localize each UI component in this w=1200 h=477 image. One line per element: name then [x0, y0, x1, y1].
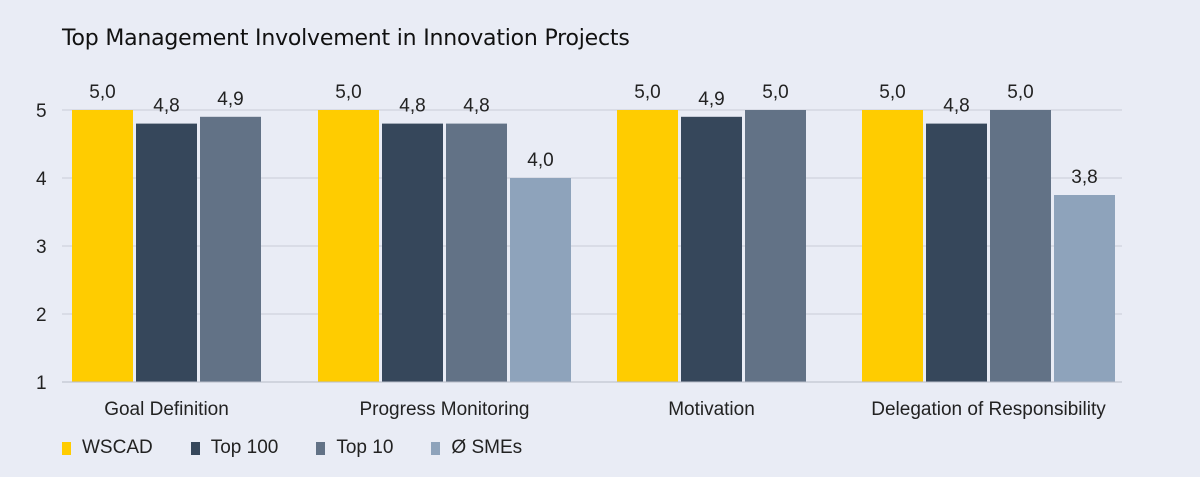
y-tick-label: 2 [36, 305, 47, 326]
category-label: Delegation of Responsibility [871, 399, 1106, 420]
category-label: Progress Monitoring [359, 399, 529, 420]
bar [446, 123, 507, 382]
bar [990, 110, 1051, 382]
bar [318, 110, 379, 382]
data-label: 4,9 [217, 89, 243, 110]
legend-item: Ø SMEs [431, 437, 522, 459]
legend-item: Top 100 [190, 437, 279, 459]
bars [72, 110, 1115, 383]
y-tick-label: 3 [36, 237, 47, 258]
bar [382, 123, 443, 382]
data-label: 5,0 [634, 82, 660, 103]
bar [510, 178, 571, 382]
data-label: 4,8 [463, 96, 489, 117]
data-label: 4,9 [698, 89, 724, 110]
category-label: Goal Definition [104, 399, 229, 420]
bar [72, 110, 133, 382]
legend-swatch [316, 441, 326, 455]
data-label: 3,8 [1071, 167, 1097, 188]
data-label: 5,0 [762, 82, 788, 103]
legend-item: Top 10 [316, 437, 393, 459]
data-label: 5,0 [89, 82, 115, 103]
legend-label: Top 10 [336, 437, 394, 458]
legend: WSCAD Top 100 Top 10 Ø SMEs [62, 437, 560, 459]
bar [136, 123, 197, 382]
legend-swatch [190, 441, 200, 455]
legend-label: WSCAD [82, 437, 153, 458]
y-tick-label: 1 [36, 373, 47, 394]
data-labels: 5,0 4,8 4,9 5,0 4,8 4,8 4,0 5,0 4,9 5,0 5,0 4,8 5,0 3… [89, 82, 1097, 188]
bar [617, 110, 678, 382]
bar [926, 123, 987, 382]
bar [1054, 195, 1115, 382]
legend-item: WSCAD [62, 437, 153, 459]
legend-label: Ø SMEs [451, 437, 523, 458]
axes: 1 2 3 4 5 Goal Definition Progress Monitoring M… [36, 101, 1122, 420]
data-label: 4,8 [943, 96, 969, 117]
data-label: 4,0 [527, 150, 553, 171]
data-label: 5,0 [879, 82, 905, 103]
legend-swatch [62, 441, 71, 455]
data-label: 5,0 [335, 82, 361, 103]
data-label: 4,8 [399, 96, 425, 117]
data-label: 4,8 [153, 96, 179, 117]
bar [200, 116, 261, 383]
bar [681, 116, 742, 383]
data-label: 5,0 [1007, 82, 1033, 103]
bar [862, 110, 923, 382]
category-label: Motivation [668, 399, 755, 420]
legend-label: Top 100 [210, 437, 279, 458]
legend-swatch [431, 441, 441, 455]
y-tick-label: 4 [36, 169, 47, 190]
chart-title: Top Management Involvement in Innovation… [62, 26, 630, 51]
y-tick-label: 5 [36, 101, 47, 122]
bar [745, 110, 806, 382]
